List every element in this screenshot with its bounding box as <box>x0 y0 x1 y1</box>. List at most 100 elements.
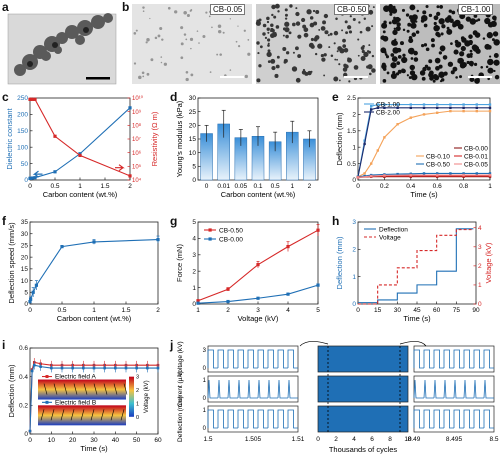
particle <box>145 41 148 44</box>
y-axis-label: Young's modulus (kPa) <box>175 100 184 177</box>
particle <box>314 35 320 40</box>
particle <box>276 55 280 59</box>
particle <box>383 5 390 12</box>
particle <box>407 22 412 27</box>
particle <box>390 62 397 69</box>
particle <box>380 36 385 40</box>
particle <box>295 7 298 10</box>
y2-axis-label: Voltage (kV) <box>484 242 493 283</box>
particle <box>347 25 352 30</box>
particle <box>357 38 360 41</box>
zoom-arrow-icon <box>299 341 329 347</box>
particle <box>397 54 402 59</box>
series-point <box>488 173 492 177</box>
particle <box>368 44 371 47</box>
y-tick-label: 10 <box>21 278 29 285</box>
x-tick-label: 2 <box>308 183 312 190</box>
particle <box>410 22 417 29</box>
panel-label-b: b <box>122 0 130 14</box>
particle <box>401 8 406 12</box>
series-point <box>370 108 373 111</box>
series-point <box>286 245 290 249</box>
y-tick-label: 35 <box>21 219 29 226</box>
series-point <box>383 103 386 106</box>
particle <box>180 42 184 46</box>
particle <box>393 27 397 31</box>
particle <box>399 41 404 46</box>
signal-trace <box>413 409 494 429</box>
dielectric-point <box>128 106 132 110</box>
y-tick-label: 0 <box>203 396 207 402</box>
particle <box>448 62 452 67</box>
particle <box>422 10 427 15</box>
particle <box>321 57 326 62</box>
series-point <box>383 136 386 139</box>
series-point <box>475 109 478 113</box>
field-arrow <box>110 409 115 421</box>
colorbar-tick-label: 3 <box>136 375 139 381</box>
x-tick-label: 8.5 <box>489 436 498 443</box>
particle <box>274 3 280 9</box>
particle <box>285 34 289 39</box>
particle <box>264 36 268 39</box>
series-point <box>422 106 426 110</box>
particle <box>295 21 301 26</box>
series-point <box>462 109 465 113</box>
particle <box>371 54 375 58</box>
field-arrow <box>113 383 118 395</box>
y-axis-label: Deflection speed (mm/s) <box>7 222 16 304</box>
dielectric-point <box>30 176 35 180</box>
particle <box>291 22 296 27</box>
x-tick-label: 50 <box>133 437 141 444</box>
y-axis-label: Dielectric constant <box>5 107 14 169</box>
y-axis-label: Force (mN) <box>175 244 184 282</box>
panel-f: f 0 0.5 1 1.5 2 0 5 10 15 20 25 30 35 Carbon content … <box>0 214 168 332</box>
series-point <box>50 366 53 370</box>
series-resistivity-line <box>30 98 131 177</box>
x-tick-label: 0.5 <box>271 183 280 190</box>
particle <box>142 75 145 78</box>
particle <box>439 45 446 52</box>
particle <box>405 13 410 17</box>
y-tick-label: 15 <box>21 266 29 273</box>
particle <box>443 71 448 76</box>
particle <box>465 16 472 22</box>
y2-tick-label: 10⁹ <box>132 109 142 116</box>
particle <box>217 29 222 34</box>
particle <box>211 26 213 29</box>
signal-trace <box>413 349 494 369</box>
particle <box>216 53 219 56</box>
particle <box>229 18 231 20</box>
y2-tick-label: 2 <box>478 263 482 270</box>
particle <box>333 76 339 82</box>
particle <box>454 39 459 44</box>
particle <box>485 65 489 69</box>
particle <box>487 67 494 74</box>
y-tick-label: 0 <box>192 177 196 184</box>
y-tick-label: 1 <box>192 285 196 292</box>
particle <box>284 13 288 17</box>
x-tick-label: 4 <box>286 307 290 314</box>
x-tick-label: 2 <box>334 436 338 443</box>
particle <box>283 58 288 63</box>
legend-label: CB-0.50 <box>219 227 243 234</box>
particle <box>426 66 431 71</box>
particle <box>487 77 490 81</box>
particle <box>295 46 299 51</box>
particle <box>382 67 387 71</box>
particle <box>259 45 263 49</box>
particle <box>469 77 475 83</box>
particle <box>301 70 307 75</box>
particle <box>389 12 393 16</box>
y-tick-label: 0.5 <box>347 161 356 168</box>
series-point <box>28 429 32 433</box>
panel-i: i 0 10 20 30 40 50 60 0 0.2 0.4 0.6 Time (s) Deflect… <box>0 338 168 461</box>
y-tick-label: 2.5 <box>347 95 356 102</box>
particle <box>271 4 276 10</box>
series-point <box>488 103 492 106</box>
particle <box>288 31 292 35</box>
particle <box>392 5 396 9</box>
subplot-frame <box>317 345 409 373</box>
row-label: Voltage (kV) <box>177 341 184 376</box>
row-label: Deflection (mm) <box>177 396 184 442</box>
